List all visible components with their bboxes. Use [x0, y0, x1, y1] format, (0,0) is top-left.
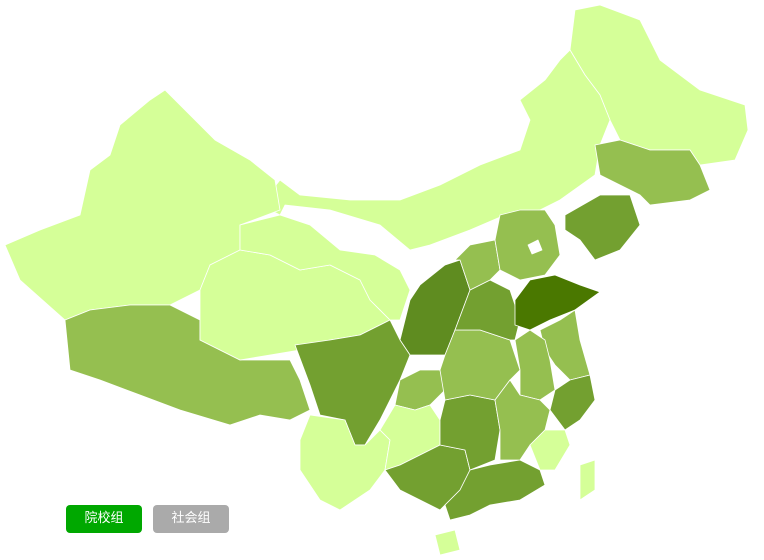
- yunnan: [299, 414, 391, 511]
- shandong: [514, 274, 601, 331]
- fujian: [529, 429, 571, 471]
- zhejiang: [549, 374, 596, 431]
- society-group-button[interactable]: 社会组: [153, 505, 229, 533]
- beijing: [527, 239, 543, 255]
- inner-mongolia: [259, 49, 611, 251]
- shanxi: [454, 239, 501, 291]
- hainan: [434, 529, 461, 556]
- chongqing: [394, 369, 446, 411]
- hebei: [494, 209, 561, 281]
- school-group-button[interactable]: 院校组: [66, 505, 142, 533]
- tibet: [64, 304, 311, 426]
- guangdong: [444, 459, 546, 521]
- jilin: [594, 139, 711, 206]
- gansu: [239, 214, 411, 321]
- sichuan: [294, 319, 411, 446]
- taiwan: [579, 459, 596, 501]
- liaoning: [564, 194, 641, 261]
